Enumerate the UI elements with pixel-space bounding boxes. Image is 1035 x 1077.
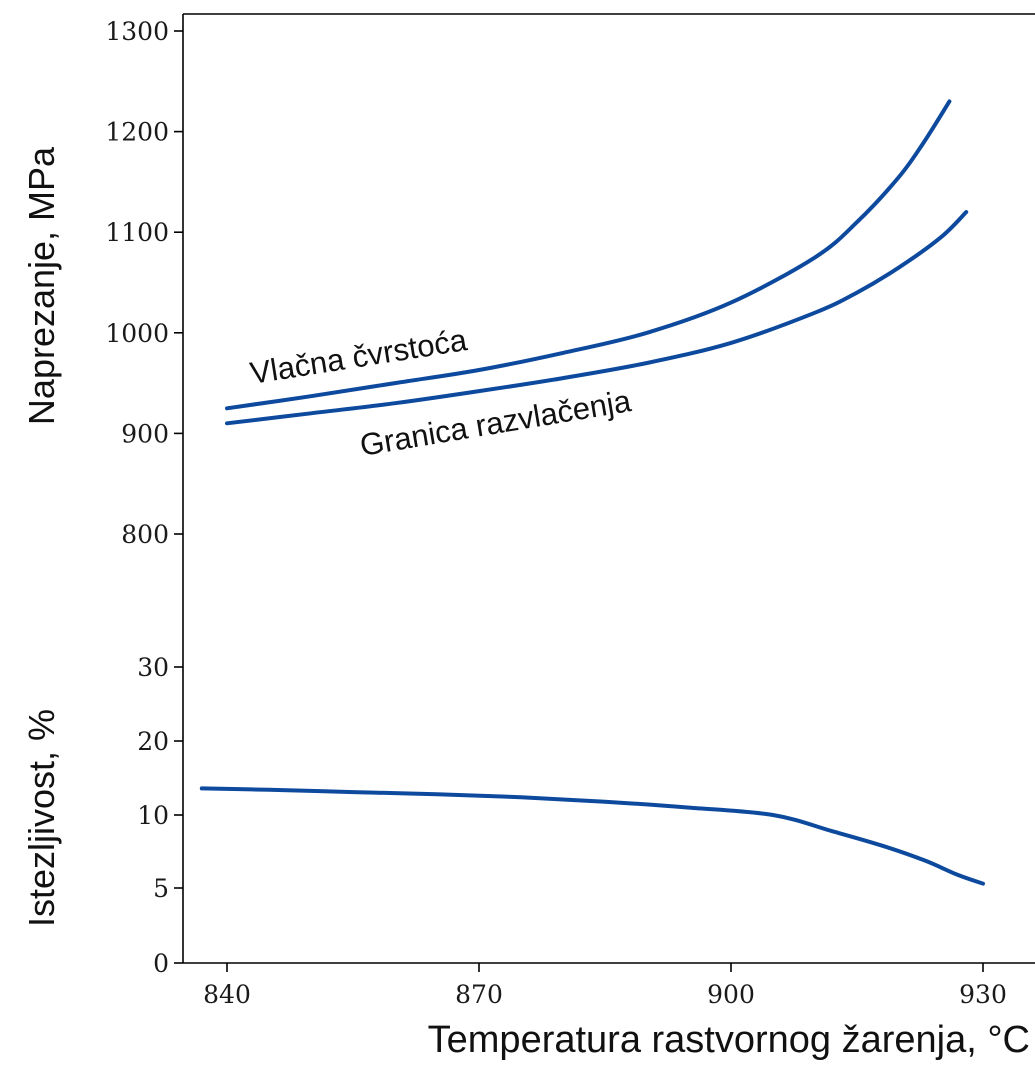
y-tick-label-elongation-0: 0 xyxy=(153,949,169,978)
axes-frame xyxy=(182,13,1035,964)
y-tick-label-stress-1300: 1300 xyxy=(105,17,169,46)
y-axis-title-stress: Naprezanje, MPa xyxy=(21,146,62,425)
y-tick-label-elongation-10: 10 xyxy=(137,801,169,830)
y-tick-label-elongation-20: 20 xyxy=(137,727,169,756)
y-tick-label-stress-900: 900 xyxy=(121,419,169,448)
y-tick-label-stress-1000: 1000 xyxy=(105,319,169,348)
y-tick-label-stress-800: 800 xyxy=(121,520,169,549)
y-tick-label-elongation-30: 30 xyxy=(137,653,169,682)
y-axis-title-elongation: Istezljivost, % xyxy=(21,709,62,927)
stress-series-line-0 xyxy=(225,99,952,411)
stress-series-line-1 xyxy=(225,210,969,426)
y-tick-label-elongation-5: 5 xyxy=(153,874,169,903)
y-tick-label-stress-1200: 1200 xyxy=(105,118,169,147)
series-label-tensile-strength: Vlačna čvrstoća xyxy=(248,322,470,391)
curves xyxy=(199,99,985,886)
tick-labels: 840 870 900 930 800 900 1000 1100 1200 1300 0 5 10 20… xyxy=(105,17,1006,1009)
x-tick-label-900: 900 xyxy=(707,980,755,1009)
x-tick-label-840: 840 xyxy=(203,980,251,1009)
series-label-yield-strength: Granica razvlačenja xyxy=(357,383,634,463)
ticks xyxy=(174,30,984,972)
x-tick-label-930: 930 xyxy=(959,980,1007,1009)
x-axis-title: Temperatura rastvornog žarenja, °C xyxy=(428,1019,1030,1061)
y-tick-label-stress-1100: 1100 xyxy=(105,218,169,247)
x-tick-label-870: 870 xyxy=(455,980,503,1009)
elongation-series-line-0 xyxy=(199,786,985,886)
